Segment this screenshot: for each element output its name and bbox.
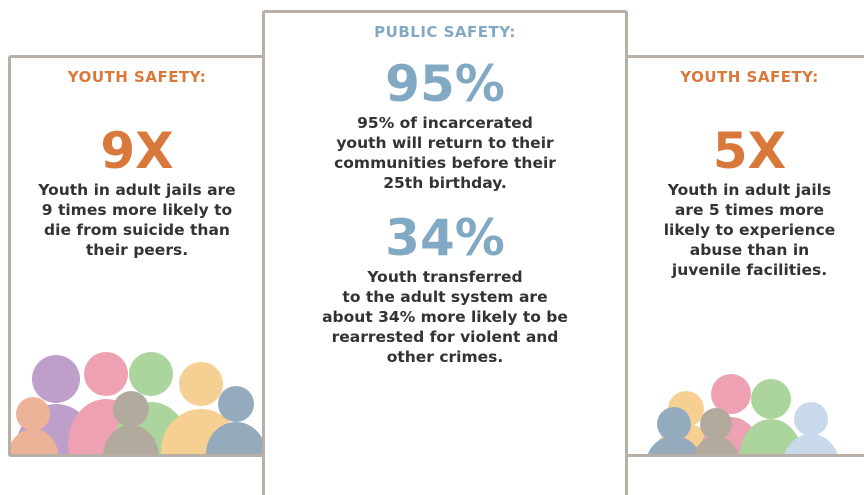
stat-text: abuse than in (626, 240, 864, 260)
card-label: YOUTH SAFETY: (11, 68, 263, 86)
stat-text: 95% of incarcerated (265, 113, 625, 133)
stat-text: 9 times more likely to (11, 200, 263, 220)
stat-text: communities before their (265, 153, 625, 173)
stat-text: youth will return to their (265, 133, 625, 153)
stat-text: to the adult system are (265, 287, 625, 307)
stat-text: other crimes. (265, 347, 625, 367)
stat-figure: 5X (626, 122, 864, 180)
stat-text: their peers. (11, 240, 263, 260)
silhouettes (626, 364, 864, 454)
stat-figure: 34% (265, 209, 625, 267)
silhouettes (11, 339, 263, 454)
card-label: YOUTH SAFETY: (626, 68, 864, 86)
infographic: YOUTH SAFETY:9XYouth in adult jails are9… (0, 0, 864, 495)
stat-text: die from suicide than (11, 220, 263, 240)
stat-text: rearrested for violent and (265, 327, 625, 347)
stat-text: Youth in adult jails are (11, 180, 263, 200)
stat-text: Youth in adult jails (626, 180, 864, 200)
stat-text: about 34% more likely to be (265, 307, 625, 327)
card-label: PUBLIC SAFETY: (265, 23, 625, 41)
stat-text: juvenile facilities. (626, 260, 864, 280)
stat-figure: 95% (265, 55, 625, 113)
stat-text: are 5 times more (626, 200, 864, 220)
stat-text: 25th birthday. (265, 173, 625, 193)
stat-figure: 9X (11, 122, 263, 180)
stat-text: Youth transferred (265, 267, 625, 287)
stat-text: likely to experience (626, 220, 864, 240)
